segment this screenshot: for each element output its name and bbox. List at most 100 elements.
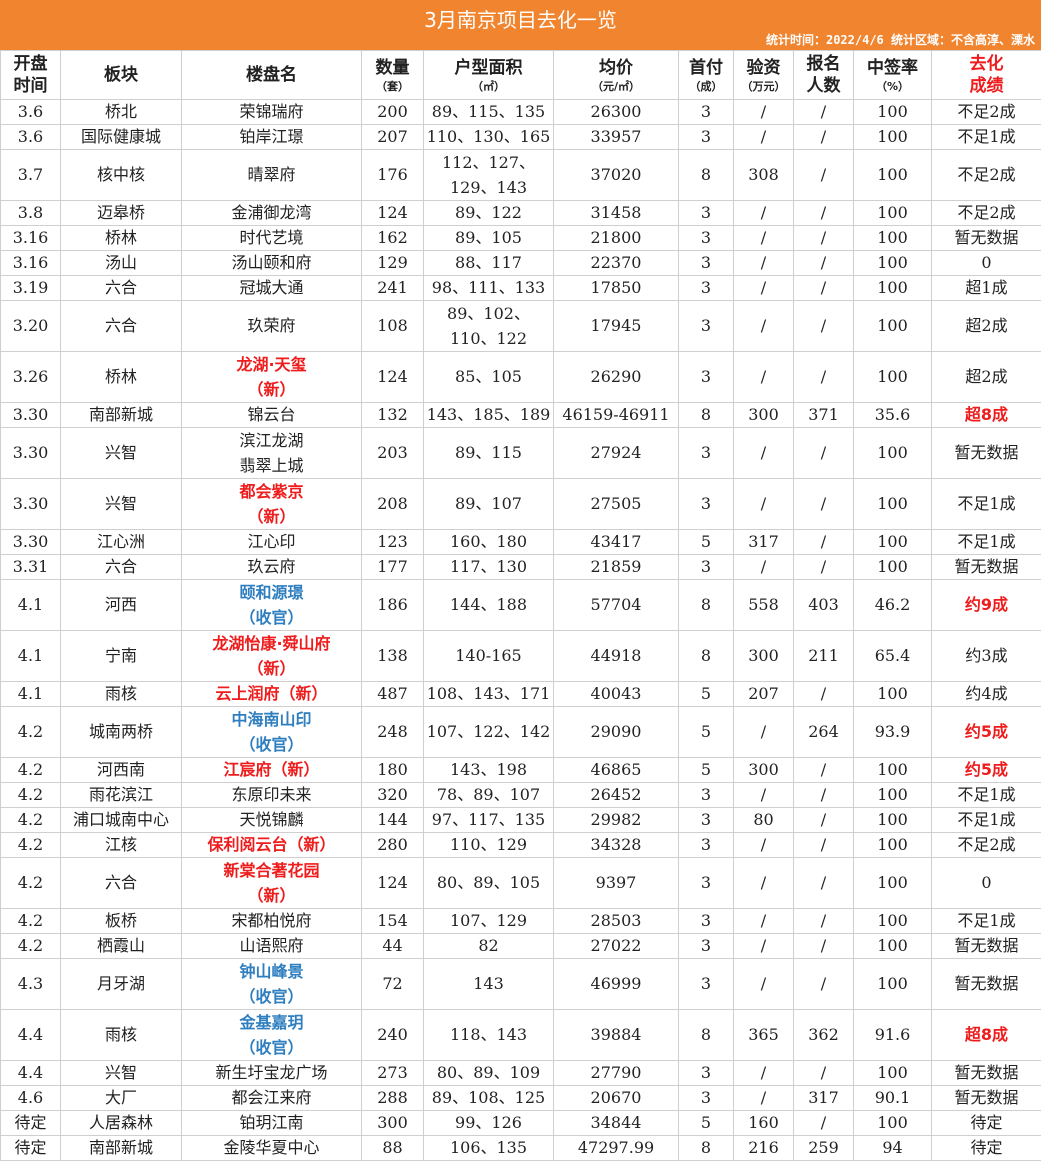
cell-area: 兴智 [61, 479, 182, 530]
cell-size: 89、107 [424, 479, 554, 530]
cell-rate: 100 [854, 100, 932, 125]
cell-signup: / [794, 808, 854, 833]
cell-rate: 100 [854, 909, 932, 934]
cell-size: 143、185、189 [424, 403, 554, 428]
cell-signup: / [794, 959, 854, 1010]
cell-count: 162 [362, 226, 424, 251]
cell-price: 43417 [554, 530, 679, 555]
cell-cap: / [734, 100, 794, 125]
cell-cap: / [734, 276, 794, 301]
cell-date: 4.6 [1, 1086, 61, 1111]
cell-count: 124 [362, 352, 424, 403]
header-price: 均价（元/㎡） [554, 51, 679, 100]
cell-size: 98、111、133 [424, 276, 554, 301]
cell-count: 177 [362, 555, 424, 580]
cell-size: 89、122 [424, 201, 554, 226]
cell-name: 铂岸江璟 [182, 125, 362, 150]
cell-cap: / [734, 783, 794, 808]
cell-rate: 100 [854, 276, 932, 301]
cell-date: 3.6 [1, 125, 61, 150]
cell-price: 27790 [554, 1061, 679, 1086]
cell-result: 待定 [932, 1136, 1041, 1161]
cell-rate: 100 [854, 352, 932, 403]
cell-date: 4.3 [1, 959, 61, 1010]
cell-price: 27022 [554, 934, 679, 959]
cell-cap: / [734, 1061, 794, 1086]
cell-name: 天悦锦麟 [182, 808, 362, 833]
cell-area: 六合 [61, 301, 182, 352]
cell-rate: 100 [854, 1111, 932, 1136]
cell-cap: / [734, 959, 794, 1010]
cell-signup: / [794, 479, 854, 530]
cell-result: 不足1成 [932, 125, 1041, 150]
cell-count: 241 [362, 276, 424, 301]
cell-rate: 100 [854, 150, 932, 201]
cell-down: 3 [679, 858, 734, 909]
cell-signup: 362 [794, 1010, 854, 1061]
cell-rate: 100 [854, 251, 932, 276]
cell-price: 31458 [554, 201, 679, 226]
cell-rate: 100 [854, 428, 932, 479]
cell-result: 不足1成 [932, 909, 1041, 934]
cell-area: 江心洲 [61, 530, 182, 555]
cell-signup: / [794, 276, 854, 301]
cell-cap: / [734, 479, 794, 530]
cell-area: 迈皋桥 [61, 201, 182, 226]
cell-area: 国际健康城 [61, 125, 182, 150]
cell-down: 3 [679, 934, 734, 959]
cell-count: 248 [362, 707, 424, 758]
cell-rate: 100 [854, 226, 932, 251]
cell-rate: 100 [854, 682, 932, 707]
cell-date: 3.20 [1, 301, 61, 352]
cell-down: 3 [679, 808, 734, 833]
cell-result: 暂无数据 [932, 1086, 1041, 1111]
cell-down: 5 [679, 1111, 734, 1136]
cell-size: 78、89、107 [424, 783, 554, 808]
cell-down: 3 [679, 352, 734, 403]
cell-size: 112、127、129、143 [424, 150, 554, 201]
cell-signup: / [794, 909, 854, 934]
cell-signup: / [794, 251, 854, 276]
cell-price: 26290 [554, 352, 679, 403]
cell-result: 不足2成 [932, 833, 1041, 858]
cell-price: 17850 [554, 276, 679, 301]
cell-result: 超2成 [932, 301, 1041, 352]
cell-size: 89、115 [424, 428, 554, 479]
cell-rate: 100 [854, 125, 932, 150]
cell-price: 26452 [554, 783, 679, 808]
cell-down: 3 [679, 783, 734, 808]
cell-rate: 94 [854, 1136, 932, 1161]
cell-area: 浦口城南中心 [61, 808, 182, 833]
cell-rate: 46.2 [854, 580, 932, 631]
cell-signup: / [794, 530, 854, 555]
cell-name: 龙湖·天玺（新） [182, 352, 362, 403]
cell-result: 超2成 [932, 352, 1041, 403]
cell-area: 六合 [61, 555, 182, 580]
cell-result: 超1成 [932, 276, 1041, 301]
cell-rate: 91.6 [854, 1010, 932, 1061]
cell-cap: 160 [734, 1111, 794, 1136]
page-title: 3月南京项目去化一览 [0, 4, 1041, 33]
cell-signup: / [794, 1111, 854, 1136]
header-row: 开盘时间 板块 楼盘名 数量（套） 户型面积（㎡） 均价（元/㎡） 首付（成） … [1, 51, 1041, 100]
cell-name: 都会江来府 [182, 1086, 362, 1111]
cell-result: 0 [932, 251, 1041, 276]
cell-result: 不足1成 [932, 479, 1041, 530]
cell-result: 暂无数据 [932, 428, 1041, 479]
cell-result: 0 [932, 858, 1041, 909]
cell-price: 37020 [554, 150, 679, 201]
cell-size: 88、117 [424, 251, 554, 276]
cell-down: 8 [679, 580, 734, 631]
cell-date: 4.2 [1, 783, 61, 808]
cell-area: 宁南 [61, 631, 182, 682]
cell-size: 80、89、105 [424, 858, 554, 909]
cell-down: 3 [679, 428, 734, 479]
